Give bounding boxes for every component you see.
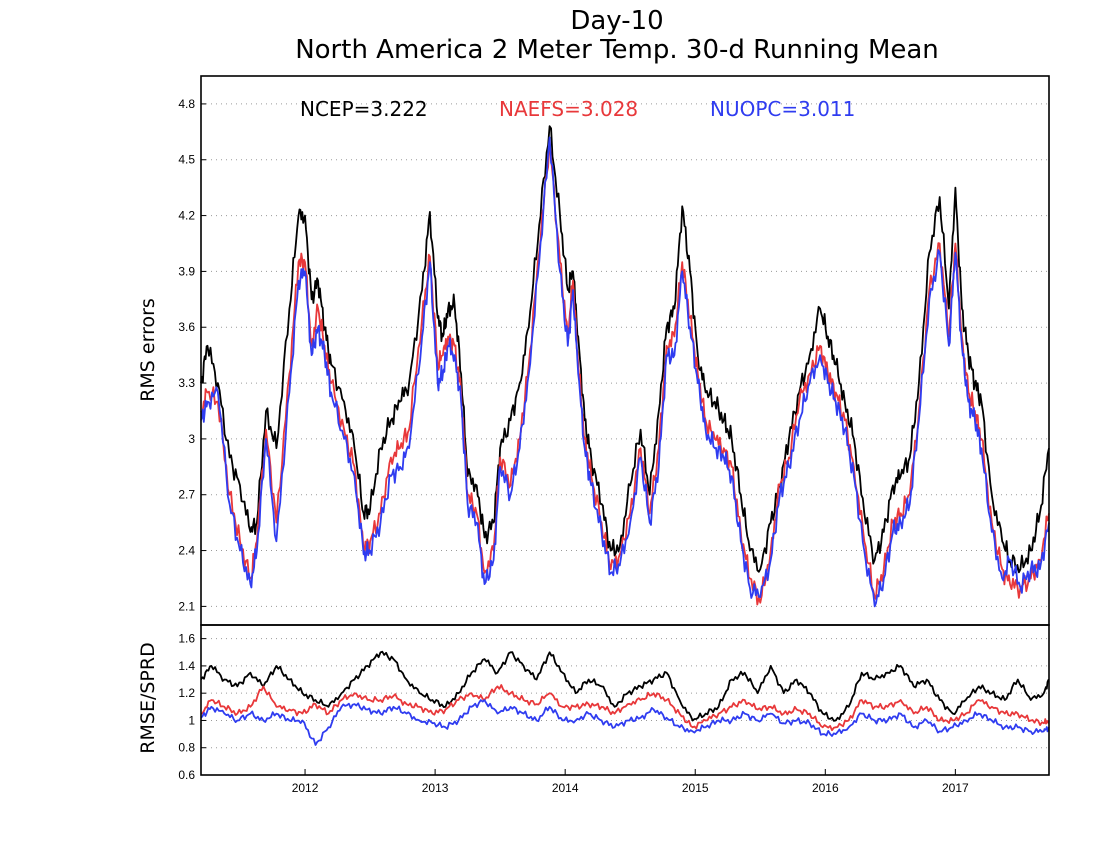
plot-frame [200, 624, 1050, 776]
x-tick-label: 2014 [552, 781, 579, 795]
y-tick-label: 4.8 [178, 97, 195, 111]
rms-errors-panel: 2.1 2.4 2.7 3 3.3 3.6 3.9 4.2 4.5 4.8 [178, 75, 1050, 626]
y-tick-label: 3.3 [178, 376, 195, 390]
y-tick-label: 3 [188, 432, 195, 446]
rmse-sprd-axis-label: RMSE/SPRD [137, 642, 159, 753]
x-tick-label: 2015 [682, 781, 709, 795]
y-tick-label: 3.9 [178, 264, 195, 278]
y-tick-label: 1 [188, 713, 195, 727]
y-tick-label: 2.7 [178, 488, 195, 502]
y-tick-label: 1.2 [178, 686, 195, 700]
y-tick-label: 2.1 [178, 599, 195, 613]
y-tick-label: 0.6 [178, 768, 195, 782]
series-line-nuopc [200, 136, 1050, 608]
rmse-sprd-panel: 0.6 0.8 1 1.2 1.4 1.6 2012 2013 2014 2015 2016 2017 [178, 624, 1050, 795]
y-tick-label: 2.4 [178, 544, 195, 558]
nuopc-score-label: NUOPC=3.011 [710, 97, 855, 121]
ncep-score-label: NCEP=3.222 [300, 97, 428, 121]
y-tick-label: 3.6 [178, 320, 195, 334]
series-line-naefs [200, 684, 1050, 732]
y-tick-label: 4.2 [178, 209, 195, 223]
y-tick-label: 1.4 [178, 659, 195, 673]
chart-subtitle: North America 2 Meter Temp. 30-d Running… [295, 35, 939, 65]
series-line-nuopc [200, 699, 1050, 746]
y-tick-label: 0.8 [178, 741, 195, 755]
y-tick-label: 1.6 [178, 632, 195, 646]
chart-title: Day-10 [570, 6, 663, 36]
series-line-ncep [200, 650, 1050, 722]
y-tick-label: 4.5 [178, 153, 195, 167]
series-line-ncep [200, 125, 1050, 574]
x-tick-label: 2016 [812, 781, 839, 795]
naefs-score-label: NAEFS=3.028 [499, 97, 638, 121]
x-tick-label: 2012 [292, 781, 319, 795]
rms-errors-axis-label: RMS errors [137, 298, 159, 402]
x-tick-label: 2013 [422, 781, 449, 795]
x-tick-label: 2017 [942, 781, 969, 795]
